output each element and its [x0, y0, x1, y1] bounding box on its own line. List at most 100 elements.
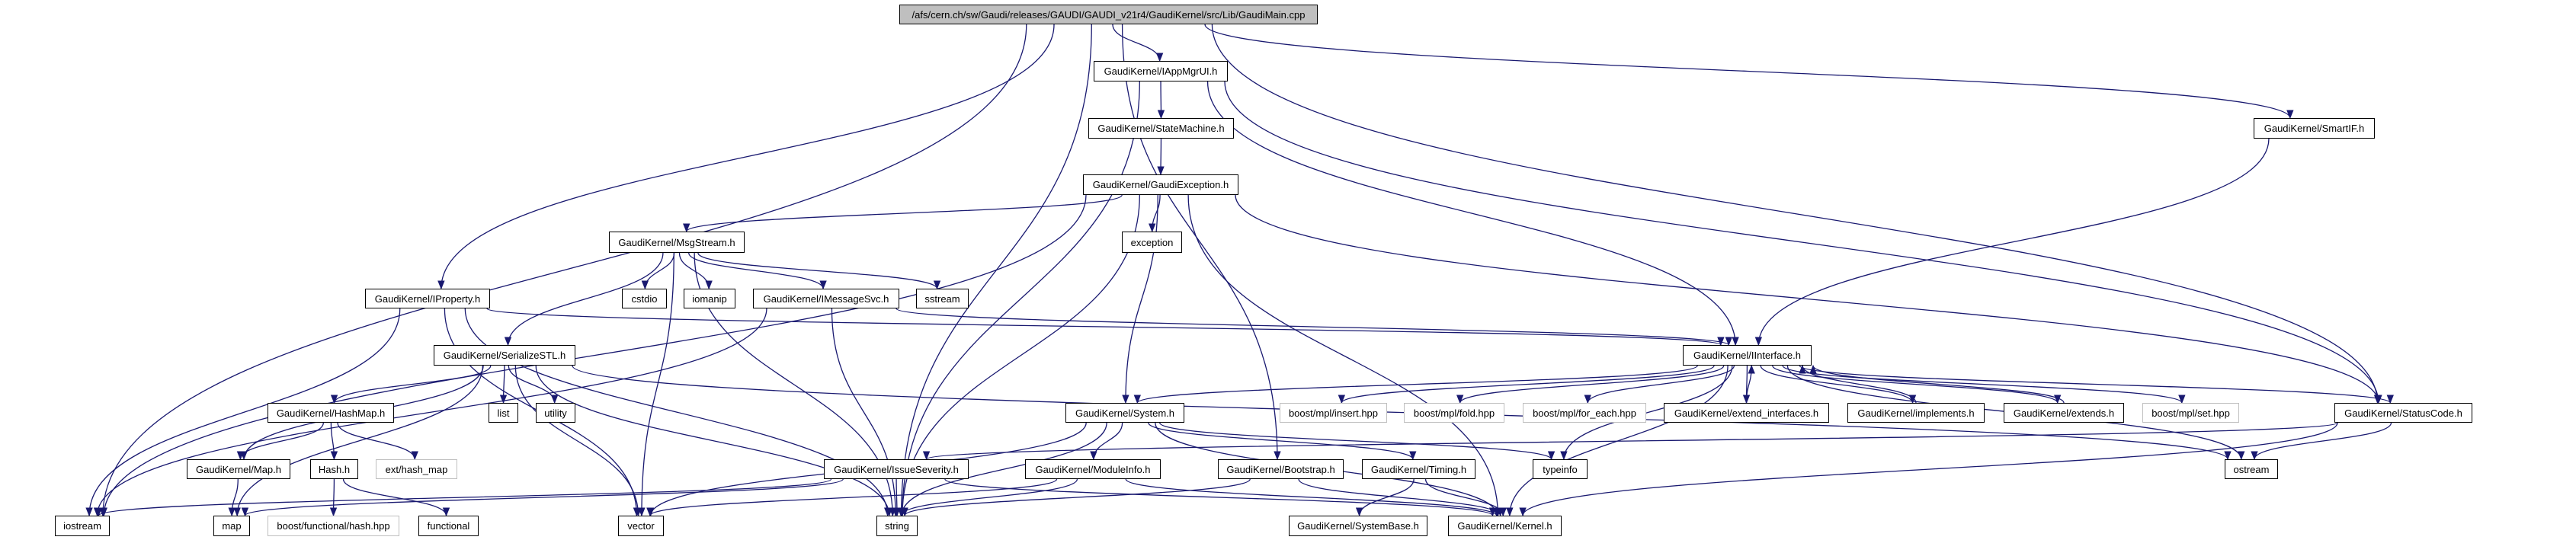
edge-serializestl-to-hashmap	[330, 365, 492, 404]
node-smartif[interactable]: GaudiKernel/SmartIF.h	[2254, 118, 2375, 139]
node-hash[interactable]: Hash.h	[310, 459, 358, 479]
node-label: vector	[627, 520, 655, 532]
node-label: Hash.h	[318, 463, 351, 475]
edge-bootstrap-to-string	[901, 478, 1251, 517]
node-label: GaudiKernel/MsgStream.h	[618, 236, 735, 248]
node-vector[interactable]: vector	[618, 516, 664, 536]
edge-mapk-to-map	[228, 478, 239, 517]
node-exception[interactable]: exception	[1122, 232, 1182, 253]
node-utility[interactable]: utility	[536, 403, 575, 423]
node-exthashmap[interactable]: ext/hash_map	[376, 459, 457, 479]
edge-serializestl-to-map	[233, 365, 484, 517]
node-ostream[interactable]: ostream	[2225, 459, 2278, 479]
edge-issueseverity-to-string	[893, 478, 901, 517]
node-system[interactable]: GaudiKernel/System.h	[1065, 403, 1184, 423]
node-label: ext/hash_map	[385, 463, 448, 475]
node-label: GaudiKernel/SerializeSTL.h	[443, 350, 566, 361]
node-boosthash[interactable]: boost/functional/hash.hpp	[268, 516, 399, 536]
node-serializestl[interactable]: GaudiKernel/SerializeSTL.h	[434, 345, 575, 366]
edge-root-to-statuscode	[1211, 24, 2382, 404]
node-gaudiexception[interactable]: GaudiKernel/GaudiException.h	[1083, 174, 1238, 195]
edge-gaudiexception-to-statuscode	[1235, 194, 2382, 404]
edge-implements-to-iinterface	[1799, 364, 1917, 404]
node-bootstrap[interactable]: GaudiKernel/Bootstrap.h	[1218, 459, 1344, 479]
edge-serializestl-to-utility	[508, 365, 559, 404]
node-functional[interactable]: functional	[418, 516, 479, 536]
edge-gaudiexception-to-msgstream	[683, 194, 1123, 233]
node-foreach[interactable]: boost/mpl/for_each.hpp	[1523, 403, 1646, 423]
node-insert[interactable]: boost/mpl/insert.hpp	[1280, 403, 1387, 423]
node-label: GaudiKernel/Map.h	[195, 463, 281, 475]
edge-iappmgrui-to-iinterface	[1206, 81, 1739, 347]
node-moduleinfo[interactable]: GaudiKernel/ModuleInfo.h	[1025, 459, 1161, 479]
node-kernel[interactable]: GaudiKernel/Kernel.h	[1448, 516, 1562, 536]
node-label: functional	[427, 520, 470, 532]
node-statemachine[interactable]: GaudiKernel/StateMachine.h	[1088, 118, 1234, 139]
node-label: ostream	[2233, 463, 2270, 475]
edge-msgstream-to-cstdio	[641, 252, 675, 290]
node-label: map	[222, 520, 242, 532]
edge-statuscode-to-kernel	[1519, 422, 2338, 517]
node-label: GaudiKernel/HashMap.h	[276, 407, 386, 419]
node-label: GaudiKernel/extends.h	[2013, 407, 2115, 419]
node-timing[interactable]: GaudiKernel/Timing.h	[1362, 459, 1475, 479]
edge-imessagesvc-to-string	[831, 308, 899, 517]
node-extends[interactable]: GaudiKernel/extends.h	[2004, 403, 2124, 423]
edge-imessagesvc-to-iostream	[93, 308, 767, 517]
edge-extendinterfaces-to-iinterface	[1745, 364, 1755, 404]
edge-iproperty-to-iostream	[85, 308, 401, 517]
node-label: string	[885, 520, 909, 532]
node-systembase[interactable]: GaudiKernel/SystemBase.h	[1289, 516, 1427, 536]
node-statuscode[interactable]: GaudiKernel/StatusCode.h	[2334, 403, 2472, 423]
edge-iinterface-to-kernel	[1506, 365, 1729, 517]
node-mapk[interactable]: GaudiKernel/Map.h	[187, 459, 290, 479]
edge-system-to-string	[898, 422, 1107, 517]
node-label: GaudiKernel/GaudiException.h	[1092, 179, 1229, 190]
node-iinterface[interactable]: GaudiKernel/IInterface.h	[1683, 345, 1812, 366]
edge-moduleinfo-to-kernel	[1125, 478, 1501, 517]
edge-iproperty-to-iinterface	[486, 308, 1724, 347]
node-implements[interactable]: GaudiKernel/implements.h	[1847, 403, 1985, 423]
node-set[interactable]: boost/mpl/set.hpp	[2142, 403, 2239, 423]
edge-extends-to-iinterface	[1809, 364, 2065, 404]
node-iomanip[interactable]: iomanip	[684, 289, 735, 308]
node-root[interactable]: /afs/cern.ch/sw/Gaudi/releases/GAUDI/GAU…	[899, 5, 1318, 24]
node-map[interactable]: map	[213, 516, 250, 536]
node-cstdio[interactable]: cstdio	[622, 289, 667, 308]
edge-iinterface-to-extends	[1772, 365, 2062, 404]
node-label: GaudiKernel/IInterface.h	[1693, 350, 1801, 361]
node-extendinterfaces[interactable]: GaudiKernel/extend_interfaces.h	[1664, 403, 1829, 423]
node-iostream[interactable]: iostream	[55, 516, 110, 536]
edge-hash-to-functional	[342, 478, 450, 517]
node-hashmap[interactable]: GaudiKernel/HashMap.h	[268, 403, 394, 423]
node-list[interactable]: list	[489, 403, 518, 423]
node-iappmgrui[interactable]: GaudiKernel/IAppMgrUI.h	[1094, 61, 1228, 81]
node-iproperty[interactable]: GaudiKernel/IProperty.h	[365, 289, 490, 308]
node-msgstream[interactable]: GaudiKernel/MsgStream.h	[609, 232, 745, 253]
edge-msgstream-to-serializestl	[504, 252, 664, 347]
node-issueseverity[interactable]: GaudiKernel/IssueSeverity.h	[824, 459, 969, 479]
node-imessagesvc[interactable]: GaudiKernel/IMessageSvc.h	[753, 289, 899, 308]
edge-gaudiexception-to-system	[1122, 194, 1158, 404]
node-label: utility	[544, 407, 567, 419]
edge-gaudiexception-to-iostream	[100, 194, 1087, 517]
node-label: GaudiKernel/ModuleInfo.h	[1035, 463, 1151, 475]
edge-iinterface-to-foreach	[1584, 365, 1735, 404]
edge-timing-to-kernel	[1424, 478, 1507, 517]
node-label: GaudiKernel/implements.h	[1857, 407, 1975, 419]
node-typeinfo[interactable]: typeinfo	[1533, 459, 1588, 479]
edge-statuscode-to-issueseverity	[923, 422, 2338, 461]
edge-issueseverity-to-map	[242, 478, 844, 517]
edge-serializestl-to-list	[499, 365, 508, 404]
node-label: GaudiKernel/System.h	[1075, 407, 1175, 419]
node-fold[interactable]: boost/mpl/fold.hpp	[1404, 403, 1504, 423]
node-string[interactable]: string	[876, 516, 918, 536]
edge-gaudiexception-to-kernel	[1187, 194, 1502, 517]
edge-issueseverity-to-iostream	[95, 478, 832, 517]
edge-system-to-timing	[1148, 422, 1417, 461]
node-sstream[interactable]: sstream	[916, 289, 969, 308]
node-label: GaudiKernel/extend_interfaces.h	[1674, 407, 1819, 419]
edge-moduleinfo-to-string	[897, 478, 1078, 517]
